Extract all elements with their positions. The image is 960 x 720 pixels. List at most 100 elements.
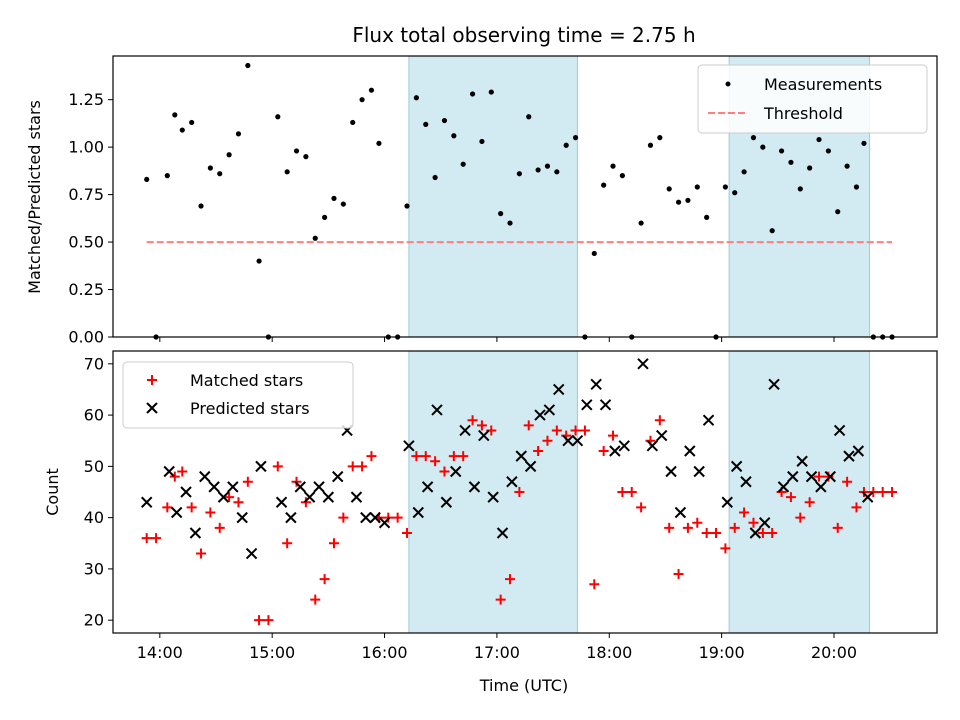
- measurement-point: [235, 131, 242, 137]
- measurement-point: [144, 176, 150, 183]
- predicted-star-point: [637, 358, 649, 370]
- measurement-point: [554, 169, 560, 175]
- predicted-star-point: [496, 527, 509, 539]
- matched-star-point: [196, 548, 207, 559]
- measurement-point: [207, 165, 213, 171]
- measurement-point: [675, 199, 682, 205]
- predicted-star-point: [227, 481, 239, 493]
- top-y-tick-label: 1.25: [68, 90, 104, 109]
- measurement-point: [507, 220, 513, 226]
- bottom-y-tick-label: 30: [84, 559, 104, 578]
- matched-star-point: [832, 522, 843, 533]
- matched-star-point: [795, 512, 806, 523]
- measurement-point: [303, 154, 309, 160]
- predicted-star-point: [843, 450, 855, 462]
- measurement-point: [198, 203, 204, 209]
- predicted-star-point: [369, 511, 381, 524]
- predicted-star-point: [543, 404, 556, 416]
- matched-star-point: [205, 507, 216, 518]
- bottom-shaded-regions: [408, 350, 871, 634]
- bottom-x-axis: 14:00 15:00 16:00 17:00 18:00 19:00 20:00: [137, 633, 857, 662]
- measurement-point: [469, 91, 476, 97]
- matched-star-point: [579, 425, 590, 436]
- predicted-star-point: [674, 506, 687, 519]
- matched-star-point: [673, 569, 684, 580]
- predicted-star-point: [609, 445, 621, 457]
- matched-star-point: [654, 415, 665, 426]
- predicted-star-point: [303, 491, 316, 503]
- measurement-point: [245, 62, 251, 69]
- bottom-legend: Matched stars Predicted stars: [122, 361, 354, 429]
- matched-star-point: [214, 522, 225, 533]
- bottom-shaded-region-2: [728, 350, 871, 634]
- measurement-point: [807, 165, 813, 171]
- measurement-point: [331, 195, 337, 201]
- predicted-star-point: [236, 511, 248, 524]
- matched-star-point: [739, 507, 750, 518]
- predicted-star-point: [815, 481, 827, 493]
- predicted-star-point: [506, 476, 518, 488]
- predicted-star-point: [459, 424, 471, 437]
- measurement-point: [164, 173, 170, 179]
- measurement-point: [179, 127, 185, 133]
- measurement-point: [284, 169, 290, 175]
- predicted-star-point: [332, 470, 344, 483]
- predicted-star-point: [524, 460, 537, 473]
- bottom-y-axis-label: Count: [43, 468, 62, 516]
- bottom-y-axis: 20 30 40 50 60 70: [84, 354, 113, 630]
- measurement-point: [498, 210, 504, 217]
- matched-star-point: [887, 487, 898, 497]
- measurement-point: [275, 114, 281, 120]
- top-y-tick-label: 0.00: [68, 328, 104, 347]
- matched-star-point: [430, 456, 441, 467]
- matched-star-point: [814, 471, 825, 482]
- measurement-point: [293, 148, 300, 154]
- matched-star-point: [589, 579, 600, 590]
- measurement-point: [322, 214, 328, 220]
- predicted-star-point: [468, 481, 481, 493]
- predicted-star-point: [693, 465, 705, 478]
- predicted-star-point: [170, 506, 183, 519]
- matched-star-point: [310, 594, 321, 605]
- measurement-point: [638, 220, 644, 226]
- legend-matched-marker: [147, 375, 157, 385]
- bottom-y-tick-label: 40: [84, 508, 104, 527]
- matched-star-point: [263, 615, 274, 626]
- legend-measurements-marker: [725, 81, 731, 87]
- matched-star-point: [748, 517, 759, 528]
- measurement-point: [694, 184, 700, 190]
- measurement-point: [732, 190, 738, 196]
- chart-title: Flux total observing time = 2.75 h: [352, 23, 695, 47]
- bottom-y-tick-label: 50: [84, 457, 104, 476]
- predicted-star-point: [378, 517, 391, 529]
- measurement-point: [460, 161, 466, 167]
- predicted-star-point: [862, 491, 874, 503]
- matched-star-point: [448, 451, 459, 462]
- matched-star-point: [224, 492, 235, 503]
- measurement-point: [704, 214, 710, 220]
- predicted-star-point: [646, 440, 659, 452]
- predicted-star-point: [255, 460, 267, 473]
- predicted-star-point: [553, 383, 565, 396]
- bottom-x-tick-label: 14:00: [137, 643, 183, 662]
- matched-star-point: [366, 451, 377, 462]
- measurement-point: [601, 182, 607, 188]
- matched-star-point: [439, 466, 450, 477]
- measurement-point: [760, 144, 766, 150]
- predicted-star-point: [322, 491, 335, 503]
- matched-star-point: [476, 420, 487, 431]
- matched-star-point: [282, 538, 293, 549]
- measurement-point: [404, 203, 410, 209]
- matched-star-point: [823, 471, 834, 482]
- predicted-star-point: [599, 399, 612, 411]
- matched-star-point: [505, 574, 516, 585]
- measurement-point: [516, 171, 522, 177]
- measurement-point: [835, 209, 841, 215]
- measurement-point: [853, 184, 860, 190]
- predicted-star-point: [590, 378, 602, 391]
- matched-star-point: [851, 502, 862, 513]
- top-series-layer: [144, 62, 895, 340]
- matched-star-point: [617, 487, 628, 497]
- top-legend: Measurements Threshold: [697, 64, 928, 134]
- measurement-point: [376, 140, 382, 146]
